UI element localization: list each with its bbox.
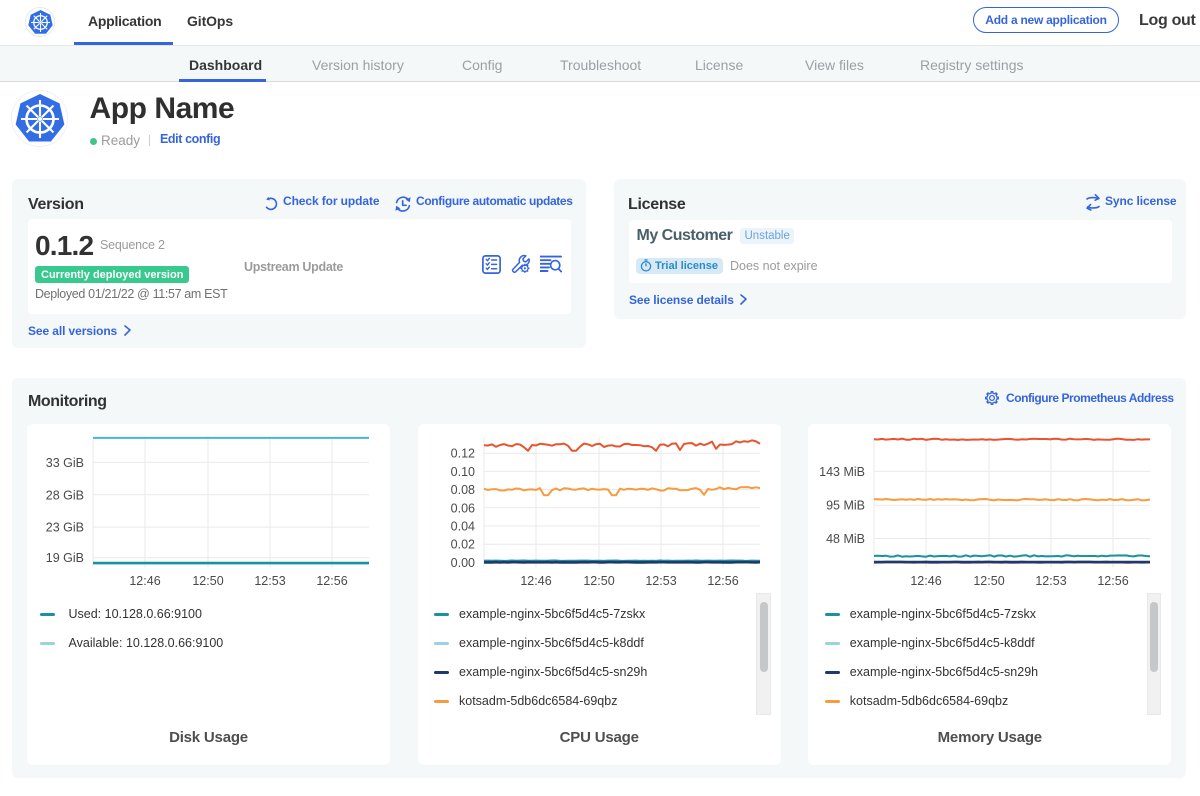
svg-text:19 GiB: 19 GiB <box>46 551 84 565</box>
svg-text:12:46: 12:46 <box>129 574 160 588</box>
svg-text:12:50: 12:50 <box>192 574 223 588</box>
svg-text:12:53: 12:53 <box>1036 574 1067 588</box>
svg-text:12:46: 12:46 <box>520 574 551 588</box>
svg-text:0.12: 0.12 <box>450 446 474 460</box>
svg-text:0.06: 0.06 <box>450 501 474 515</box>
svg-text:143 MiB: 143 MiB <box>819 464 865 478</box>
svg-text:95 MiB: 95 MiB <box>826 498 865 512</box>
svg-text:12:56: 12:56 <box>1098 574 1129 588</box>
svg-text:12:53: 12:53 <box>254 574 285 588</box>
svg-text:0.04: 0.04 <box>450 519 474 533</box>
svg-text:0.02: 0.02 <box>450 537 474 551</box>
svg-text:12:46: 12:46 <box>911 574 942 588</box>
svg-text:0.08: 0.08 <box>450 483 474 497</box>
svg-text:12:53: 12:53 <box>645 574 676 588</box>
svg-text:12:56: 12:56 <box>707 574 738 588</box>
svg-text:12:50: 12:50 <box>583 574 614 588</box>
svg-text:0.00: 0.00 <box>450 555 474 569</box>
svg-text:12:50: 12:50 <box>974 574 1005 588</box>
svg-text:28 GiB: 28 GiB <box>46 488 84 502</box>
svg-text:48 MiB: 48 MiB <box>826 532 865 546</box>
svg-text:33 GiB: 33 GiB <box>46 455 84 469</box>
svg-text:12:56: 12:56 <box>316 574 347 588</box>
svg-text:0.10: 0.10 <box>450 464 474 478</box>
svg-text:23 GiB: 23 GiB <box>46 520 84 534</box>
